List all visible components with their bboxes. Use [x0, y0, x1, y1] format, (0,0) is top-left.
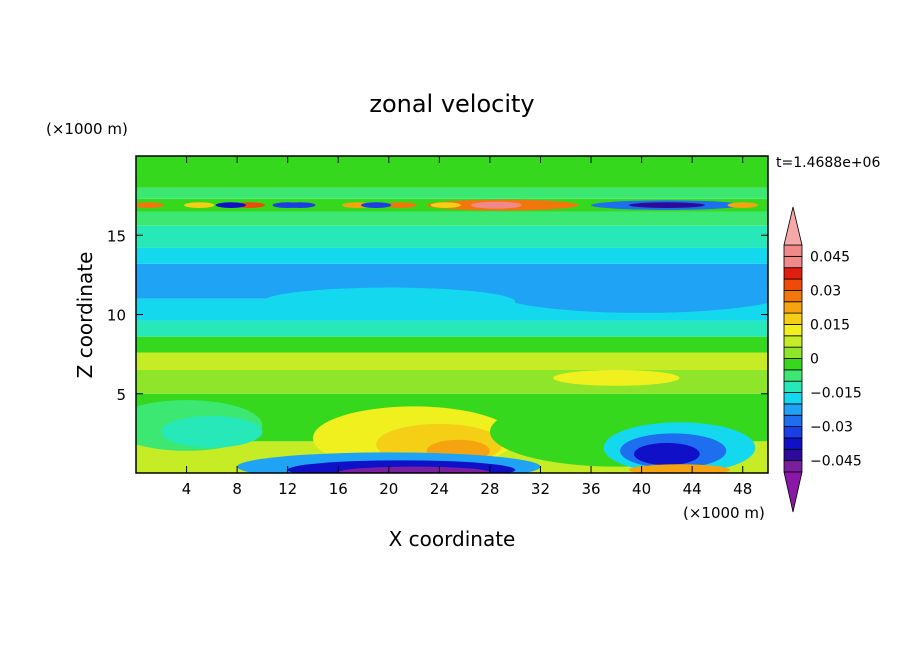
colorbar-swatch: [783, 437, 803, 450]
colorbar-swatch: [783, 267, 803, 280]
field-blob: [553, 369, 680, 386]
x-tick-label: 48: [733, 480, 752, 498]
x-tick-label: 40: [632, 480, 651, 498]
x-tick-label: 24: [430, 480, 449, 498]
x-tick-label: 28: [480, 480, 499, 498]
field-blob: [272, 202, 303, 208]
contour-field: [136, 156, 768, 473]
colorbar-tick-label: −0.015: [810, 386, 862, 402]
colorbar-swatch: [783, 414, 803, 428]
colorbar-swatch: [783, 324, 803, 337]
colorbar-swatch: [783, 301, 803, 314]
field-blob: [628, 464, 731, 473]
field-blob: [338, 466, 490, 473]
field-blob: [262, 287, 516, 317]
x-scale-note: (×1000 m): [683, 504, 765, 522]
field-blob: [430, 202, 461, 208]
colorbar-swatch: [783, 426, 803, 439]
x-tick-label: 16: [329, 480, 348, 498]
colorbar-over-triangle: [783, 206, 803, 246]
y-tick-label: 15: [107, 227, 126, 245]
time-label: t=1.4688e+06: [776, 155, 880, 171]
field-blob: [634, 442, 700, 466]
y-tick-label: 5: [116, 386, 126, 404]
field-blob: [628, 202, 705, 208]
field-blob: [136, 202, 164, 208]
field-band: [136, 369, 768, 394]
colorbar-swatch: [783, 312, 803, 325]
field-blob: [161, 415, 263, 448]
x-tick-label: 36: [581, 480, 600, 498]
colorbar-tick-label: 0.045: [810, 249, 850, 265]
x-axis-ticks: 4 8 12 16 20 24 28 32 36 40 44 48: [182, 156, 752, 498]
y-axis-label: Z coordinate: [73, 252, 97, 379]
field-blob: [727, 202, 758, 208]
colorbar-swatch: [783, 335, 803, 348]
colorbar-swatch: [783, 244, 803, 257]
colorbar-swatch: [783, 380, 803, 393]
field-blob: [470, 201, 522, 209]
colorbar-tick-label: −0.03: [810, 420, 853, 436]
colorbar-swatch: [783, 460, 803, 473]
field-blob: [386, 202, 417, 208]
colorbar-swatch: [783, 346, 803, 359]
field-blob: [184, 202, 215, 208]
field-band: [136, 156, 768, 188]
x-tick-label: 20: [379, 480, 398, 498]
field-band: [136, 352, 768, 370]
x-tick-label: 12: [278, 480, 297, 498]
y-axis-ticks: 5 10 15: [107, 227, 768, 404]
colorbar-swatch: [783, 289, 803, 303]
x-tick-label: 4: [182, 480, 192, 498]
field-blob: [489, 268, 768, 313]
colorbar-tick-label: 0.03: [810, 283, 841, 299]
colorbar-swatch: [783, 358, 803, 371]
x-tick-label: 32: [531, 480, 550, 498]
y-scale-note: (×1000 m): [46, 120, 128, 138]
colorbar: −0.045 −0.03 −0.015 0 0.015 0.03 0.045: [783, 206, 862, 513]
field-blob: [215, 202, 246, 208]
field-band: [136, 211, 768, 226]
colorbar-under-triangle: [783, 471, 803, 513]
colorbar-swatch: [783, 392, 803, 405]
colorbar-tick-label: 0: [810, 352, 819, 368]
colorbar-tick-label: 0.015: [810, 317, 850, 333]
field-band: [136, 225, 768, 248]
field-blob: [360, 202, 392, 208]
field-band: [136, 247, 768, 264]
colorbar-swatch: [783, 369, 803, 382]
colorbar-tick-label: −0.045: [810, 454, 862, 470]
x-tick-label: 44: [683, 480, 702, 498]
colorbar-swatch: [783, 403, 803, 416]
field-band: [136, 336, 768, 353]
x-axis-label: X coordinate: [389, 527, 516, 551]
x-tick-label: 8: [232, 480, 242, 498]
field-band: [136, 320, 768, 337]
y-tick-label: 10: [107, 307, 126, 325]
colorbar-swatch: [783, 278, 803, 291]
field-band: [136, 187, 768, 199]
colorbar-swatch: [783, 448, 803, 462]
colorbar-swatch: [783, 255, 803, 269]
chart-title: zonal velocity: [369, 90, 534, 118]
